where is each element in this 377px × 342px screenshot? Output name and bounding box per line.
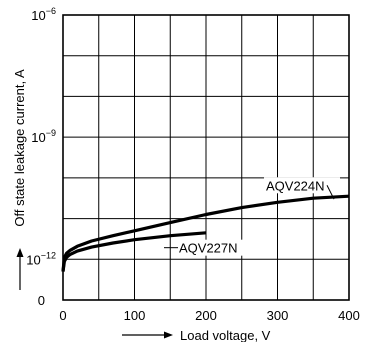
y-axis-arrow-head bbox=[16, 248, 24, 257]
y-tick-label: 10−9 bbox=[31, 128, 56, 145]
series-line bbox=[61, 194, 350, 272]
x-tick-label: 300 bbox=[267, 308, 289, 323]
series-label-bg bbox=[264, 177, 340, 194]
series-label-bg bbox=[177, 239, 255, 256]
x-axis-arrow-head bbox=[164, 331, 173, 339]
y-axis-title: Off state leakage current, A bbox=[12, 69, 27, 290]
tick-labels: 0 100 200 300 400 10−6 10−9 10−12 0 bbox=[26, 6, 360, 323]
series-label-aqv224n: AQV224N bbox=[266, 178, 325, 193]
series-labels: AQV224N AQV227N bbox=[164, 177, 340, 256]
y-axis-label: Off state leakage current, A bbox=[12, 69, 27, 227]
x-axis-label: Load voltage, V bbox=[180, 328, 271, 342]
y-zero-label: 0 bbox=[38, 293, 45, 308]
x-tick-label: 100 bbox=[124, 308, 146, 323]
y-tick-label: 10−6 bbox=[31, 6, 56, 23]
x-axis-title: Load voltage, V bbox=[122, 328, 271, 342]
x-tick-label: 200 bbox=[195, 308, 217, 323]
grid bbox=[63, 15, 349, 300]
series-label-aqv227n: AQV227N bbox=[179, 241, 238, 256]
series-line bbox=[61, 231, 207, 272]
series-label-leader bbox=[326, 185, 335, 200]
x-tick-label: 0 bbox=[59, 308, 66, 323]
series-group bbox=[61, 194, 350, 272]
x-tick-label: 400 bbox=[338, 308, 360, 323]
y-tick-label: 10−12 bbox=[26, 250, 56, 267]
plot-frame bbox=[62, 14, 350, 301]
